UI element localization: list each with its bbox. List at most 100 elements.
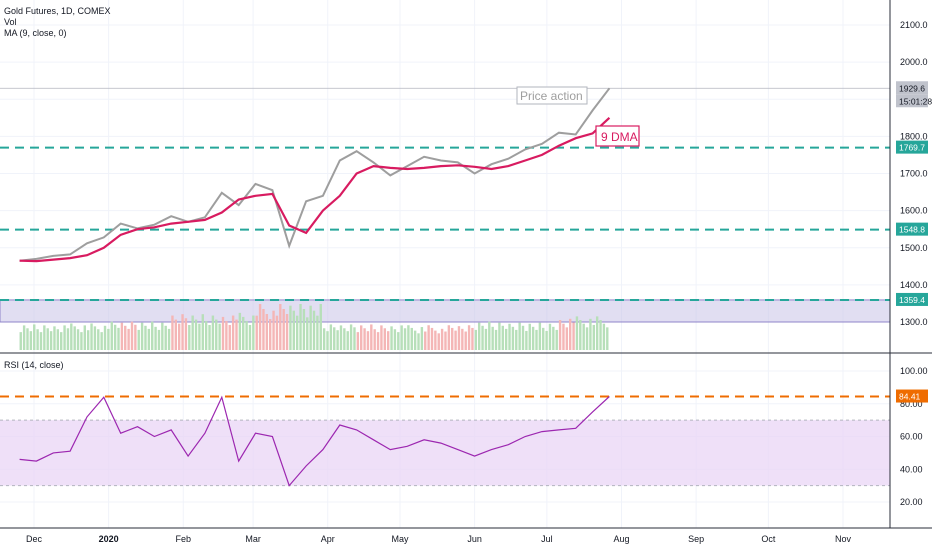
volume-zone (0, 299, 891, 323)
volume-zone-box (0, 299, 891, 323)
dma-label: 9 DMA (601, 130, 638, 144)
x-tick-label: Feb (176, 534, 192, 544)
volume-bar (215, 319, 218, 350)
volume-bar (393, 329, 397, 350)
volume-bar (430, 327, 434, 350)
volume-bar (130, 321, 134, 350)
price-tick-label: 1600.0 (900, 206, 928, 216)
volume-bar (545, 330, 548, 350)
rsi-line (19, 395, 610, 487)
volume-bar (117, 327, 120, 350)
volume-bar (322, 328, 326, 350)
volume-bar (26, 328, 29, 350)
volume-bar (606, 327, 609, 350)
volume-bar (167, 328, 171, 350)
volume-bar (356, 332, 360, 350)
volume-bar (231, 315, 235, 350)
support-levels (0, 87, 890, 301)
volume-bar (572, 322, 575, 350)
legend-volume: Vol (4, 17, 17, 27)
volume-bar (592, 324, 595, 350)
volume-bar (275, 315, 279, 350)
volume-bar (504, 328, 508, 350)
volume-bar (103, 325, 107, 350)
volume-bar (363, 328, 366, 350)
price-action-label-box (516, 86, 588, 105)
volume-bar (279, 304, 282, 350)
volume-bar (228, 324, 231, 350)
price-tick-label: 1400.0 (900, 280, 928, 290)
rsi-tick-label: 100.00 (900, 366, 928, 376)
volume-bar (208, 324, 211, 350)
price-tick-label: 1700.0 (900, 169, 928, 179)
x-tick-label: Jun (467, 534, 482, 544)
countdown-tag: 15:01:28 (899, 96, 932, 106)
volume-bar (316, 315, 319, 350)
volume-bar (161, 322, 164, 350)
legend-symbol: Gold Futures, 1D, COMEX (4, 6, 111, 16)
volume-bar (262, 309, 265, 350)
dma-label-box (595, 125, 640, 147)
volume-bar (434, 330, 437, 350)
volume-bar (467, 325, 471, 350)
volume-bar (602, 323, 606, 350)
volume-bar (491, 326, 494, 350)
volume-bar (511, 326, 515, 350)
volume-bar (302, 309, 306, 350)
volume-bar (525, 330, 528, 350)
volume-bar (410, 327, 413, 350)
last-price-tag: 1929.6 (899, 83, 925, 93)
volume-bar (252, 315, 255, 350)
volume-bar (113, 324, 117, 350)
volume-bar (80, 332, 83, 350)
x-tick-label: Sep (688, 534, 704, 544)
volume-bar (565, 327, 569, 350)
volume-bar (488, 321, 491, 350)
volume-bar (107, 328, 110, 350)
level-tag-bg (896, 140, 928, 154)
volume-bar (309, 305, 312, 350)
volume-bar (454, 330, 457, 350)
x-tick-label: Mar (245, 534, 261, 544)
legend-ma: MA (9, close, 0) (4, 28, 67, 38)
volume-bar (343, 328, 346, 350)
volume-bar (29, 331, 33, 350)
volume-bar (181, 314, 184, 350)
x-tick-label: May (391, 534, 409, 544)
volume-bar (555, 329, 558, 350)
volume-bar (268, 319, 272, 350)
price-action-label: Price action (520, 89, 583, 103)
volume-bar (339, 325, 343, 350)
volume-bar (484, 328, 488, 350)
level-tag-bg (896, 292, 928, 306)
volume-bar (508, 323, 511, 350)
countdown-tag-bg (896, 94, 928, 108)
volume-bar (36, 329, 39, 350)
volume-bar (154, 326, 157, 350)
volume-bar (353, 327, 356, 350)
volume-bar (211, 315, 215, 350)
volume-bars (19, 304, 609, 350)
volume-bar (177, 323, 181, 350)
rsi-pane (0, 352, 932, 487)
x-tick-label: Aug (613, 534, 629, 544)
volume-bar (218, 323, 221, 350)
rsi-tick-label: 40.00 (900, 464, 923, 474)
volume-bar (265, 314, 269, 350)
level-tag: 1769.7 (899, 143, 925, 153)
volume-bar (53, 326, 56, 350)
volume-bar (134, 324, 137, 350)
volume-bar (93, 326, 97, 350)
volume-bar (76, 329, 80, 350)
volume-bar (333, 327, 336, 350)
volume-bar (542, 327, 545, 350)
volume-bar (110, 321, 113, 350)
volume-bar (19, 332, 22, 350)
ma-9-line (19, 116, 611, 263)
volume-bar (498, 322, 501, 350)
volume-bar (191, 315, 194, 350)
volume-bar (595, 316, 599, 350)
volume-bar (548, 323, 552, 350)
volume-bar (299, 304, 302, 350)
